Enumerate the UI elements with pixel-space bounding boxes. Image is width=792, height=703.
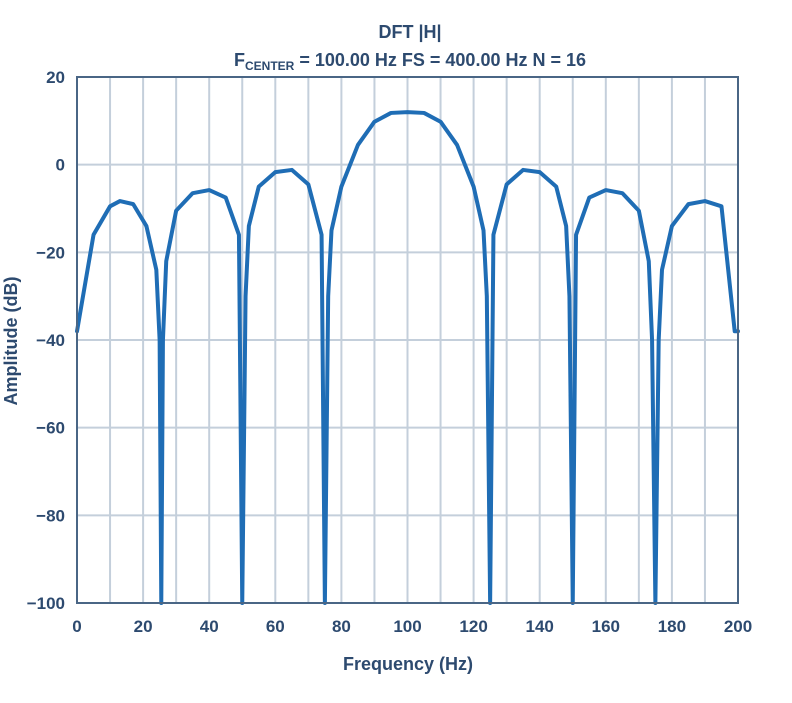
y-tick-label: −100 <box>27 594 65 613</box>
plot-frame <box>76 76 739 604</box>
grid <box>76 76 739 604</box>
x-tick-label: 40 <box>200 617 219 636</box>
tick-labels: 0 20 40 60 80 100 120 140 160 180 200200−20−40−60−… <box>27 68 752 636</box>
y-tick-label: −20 <box>36 243 65 262</box>
y-tick-label: 0 <box>56 156 65 175</box>
x-tick-label: 80 <box>332 617 351 636</box>
chart-subtitle: FCENTER = 100.00 Hz FS = 400.00 Hz N = 1… <box>234 50 586 73</box>
y-tick-label: 20 <box>46 68 65 87</box>
y-tick-label: −60 <box>36 419 65 438</box>
x-tick-label: 100 <box>393 617 421 636</box>
x-axis-label: Frequency (Hz) <box>343 654 473 674</box>
x-tick-label: 60 <box>266 617 285 636</box>
subtitle-rest: = 100.00 Hz FS = 400.00 Hz N = 16 <box>294 50 586 70</box>
x-tick-label: 180 <box>658 617 686 636</box>
series-line-dft-magnitude <box>75 110 740 605</box>
x-tick-label: 120 <box>459 617 487 636</box>
x-tick-label: 140 <box>526 617 554 636</box>
x-tick-label: 0 <box>72 617 81 636</box>
y-axis-label: Amplitude (dB) <box>1 277 21 406</box>
x-tick-label: 200 <box>724 617 752 636</box>
y-tick-label: −40 <box>36 331 65 350</box>
y-tick-label: −80 <box>36 506 65 525</box>
x-tick-label: 20 <box>134 617 153 636</box>
chart-title: DFT |H| <box>378 22 441 42</box>
x-tick-label: 160 <box>592 617 620 636</box>
subtitle-subscript: CENTER <box>245 59 295 73</box>
